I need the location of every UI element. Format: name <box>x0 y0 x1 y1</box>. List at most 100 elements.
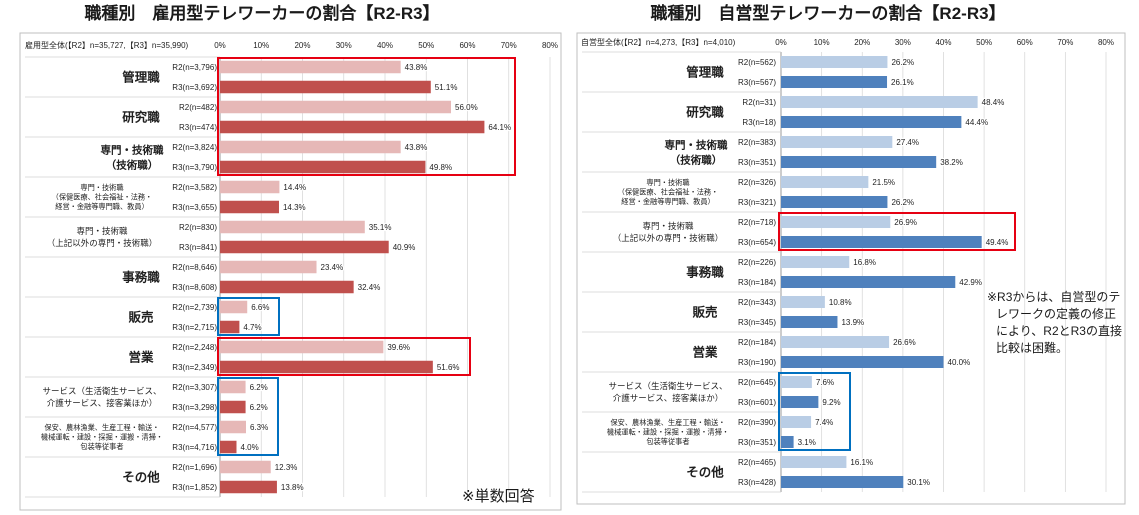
bar-r3 <box>781 236 982 248</box>
bar-label: R3(n=3,692) <box>172 83 217 92</box>
highlight-box <box>778 372 851 451</box>
x-tick-label: 60% <box>459 41 475 50</box>
bar-r2 <box>781 56 888 68</box>
bar-r3 <box>781 436 794 448</box>
bar-label: R2(n=830) <box>179 223 217 232</box>
highlight-box <box>778 212 1016 251</box>
category-label: （技術職） <box>106 158 159 171</box>
bar-r2 <box>781 296 825 308</box>
category-label: 保安、農林漁業、生産工程・輸送・ <box>610 418 725 427</box>
bar-r3 <box>781 116 962 128</box>
bar-r2 <box>220 60 401 74</box>
x-tick-label: 40% <box>377 41 393 50</box>
data-label: 26.6% <box>893 338 916 347</box>
data-label: 6.3% <box>250 423 268 432</box>
bar-label: R2(n=4,577) <box>172 423 217 432</box>
footnote-single-answer: ※単数回答 <box>462 488 535 505</box>
bar-r2 <box>220 100 451 114</box>
highlight-box <box>217 377 279 456</box>
bar-label: R3(n=601) <box>738 398 776 407</box>
category-label: サービス（生活衛生サービス、 <box>42 386 161 396</box>
bar-r2 <box>781 376 812 388</box>
bar-label: R3(n=3,298) <box>172 403 217 412</box>
bar-r3 <box>220 320 240 334</box>
bar-label: R2(n=465) <box>738 458 776 467</box>
x-tick-label: 80% <box>1098 38 1114 47</box>
bar-r3 <box>781 156 937 168</box>
bar-label: R2(n=482) <box>179 103 217 112</box>
bar-label: R2(n=1,696) <box>172 463 217 472</box>
x-tick-label: 0% <box>214 41 226 50</box>
category-label: 事務職 <box>686 265 724 280</box>
bar-r3 <box>220 80 431 94</box>
data-label: 51.1% <box>435 83 458 92</box>
data-label: 26.2% <box>891 198 914 207</box>
data-label: 43.8% <box>405 143 428 152</box>
x-tick-label: 40% <box>935 38 951 47</box>
data-label: 7.6% <box>816 378 834 387</box>
bar-r3 <box>781 316 838 328</box>
bar-r3 <box>220 280 354 294</box>
data-label: 9.2% <box>822 398 840 407</box>
data-label: 44.4% <box>965 118 988 127</box>
data-label: 49.8% <box>429 163 452 172</box>
data-label: 40.9% <box>393 243 416 252</box>
data-label: 26.1% <box>891 78 914 87</box>
bar-r3 <box>781 476 904 488</box>
comparison-note: ※R3からは、自営型のテ レワークの定義の修正 により、R2とR3の直接 比較は… <box>987 289 1122 357</box>
bar-r2 <box>220 180 280 194</box>
category-label: 事務職 <box>122 270 160 285</box>
bar-label: R3(n=3,790) <box>172 163 217 172</box>
data-label: 51.6% <box>437 363 460 372</box>
x-tick-label: 20% <box>294 41 310 50</box>
bar-r2 <box>781 136 893 148</box>
bar-label: R2(n=3,796) <box>172 63 217 72</box>
x-tick-label: 50% <box>418 41 434 50</box>
x-tick-label: 80% <box>542 41 558 50</box>
category-label: 機械運転・建設・採掘・運搬・清掃・ <box>41 433 163 442</box>
category-label: 専門・技術職 <box>101 143 164 156</box>
data-label: 16.1% <box>850 458 873 467</box>
bar-r3 <box>781 356 944 368</box>
bar-r2 <box>781 216 891 228</box>
note-line: ※R3からは、自営型のテ <box>987 290 1121 304</box>
bar-r3 <box>781 396 819 408</box>
bar-label: R3(n=428) <box>738 478 776 487</box>
data-label: 6.2% <box>250 403 268 412</box>
bar-r2 <box>781 456 847 468</box>
data-label: 10.8% <box>829 298 852 307</box>
data-label: 3.1% <box>798 438 816 447</box>
bar-r2 <box>220 380 246 394</box>
bar-label: R3(n=567) <box>738 78 776 87</box>
x-tick-label: 0% <box>775 38 787 47</box>
bar-label: R3(n=2,349) <box>172 363 217 372</box>
bar-r2 <box>220 420 246 434</box>
chart-subtitle: 自営型全体(【R2】n=4,273,【R3】n=4,010) <box>581 37 736 47</box>
highlight-box <box>217 297 280 336</box>
data-label: 49.4% <box>986 238 1009 247</box>
bar-label: R3(n=351) <box>738 158 776 167</box>
category-label: （技術職） <box>670 153 723 166</box>
bar-r3 <box>781 196 888 208</box>
data-label: 35.1% <box>369 223 392 232</box>
bar-label: R3(n=18) <box>742 118 776 127</box>
bar-label: R3(n=474) <box>179 123 217 132</box>
data-label: 23.4% <box>321 263 344 272</box>
bar-label: R2(n=326) <box>738 178 776 187</box>
bar-r2 <box>781 336 890 348</box>
data-label: 12.3% <box>275 463 298 472</box>
bar-label: R2(n=3,824) <box>172 143 217 152</box>
chart-title-employed: 職種別 雇用型テレワーカーの割合【R2-R3】 <box>84 4 440 23</box>
data-label: 38.2% <box>940 158 963 167</box>
x-tick-label: 30% <box>336 41 352 50</box>
data-label: 7.4% <box>815 418 833 427</box>
category-label: 機械運転・建設・採掘・運搬・清掃・ <box>607 428 729 437</box>
category-label: 研究職 <box>686 105 724 120</box>
bar-r2 <box>220 140 401 154</box>
bar-label: R3(n=345) <box>738 318 776 327</box>
data-label: 42.9% <box>959 278 982 287</box>
bar-r3 <box>781 276 956 288</box>
category-label: 保安、農林漁業、生産工程・輸送・ <box>44 423 159 432</box>
category-label: 専門・技術職 <box>76 226 128 236</box>
x-tick-label: 70% <box>1057 38 1073 47</box>
